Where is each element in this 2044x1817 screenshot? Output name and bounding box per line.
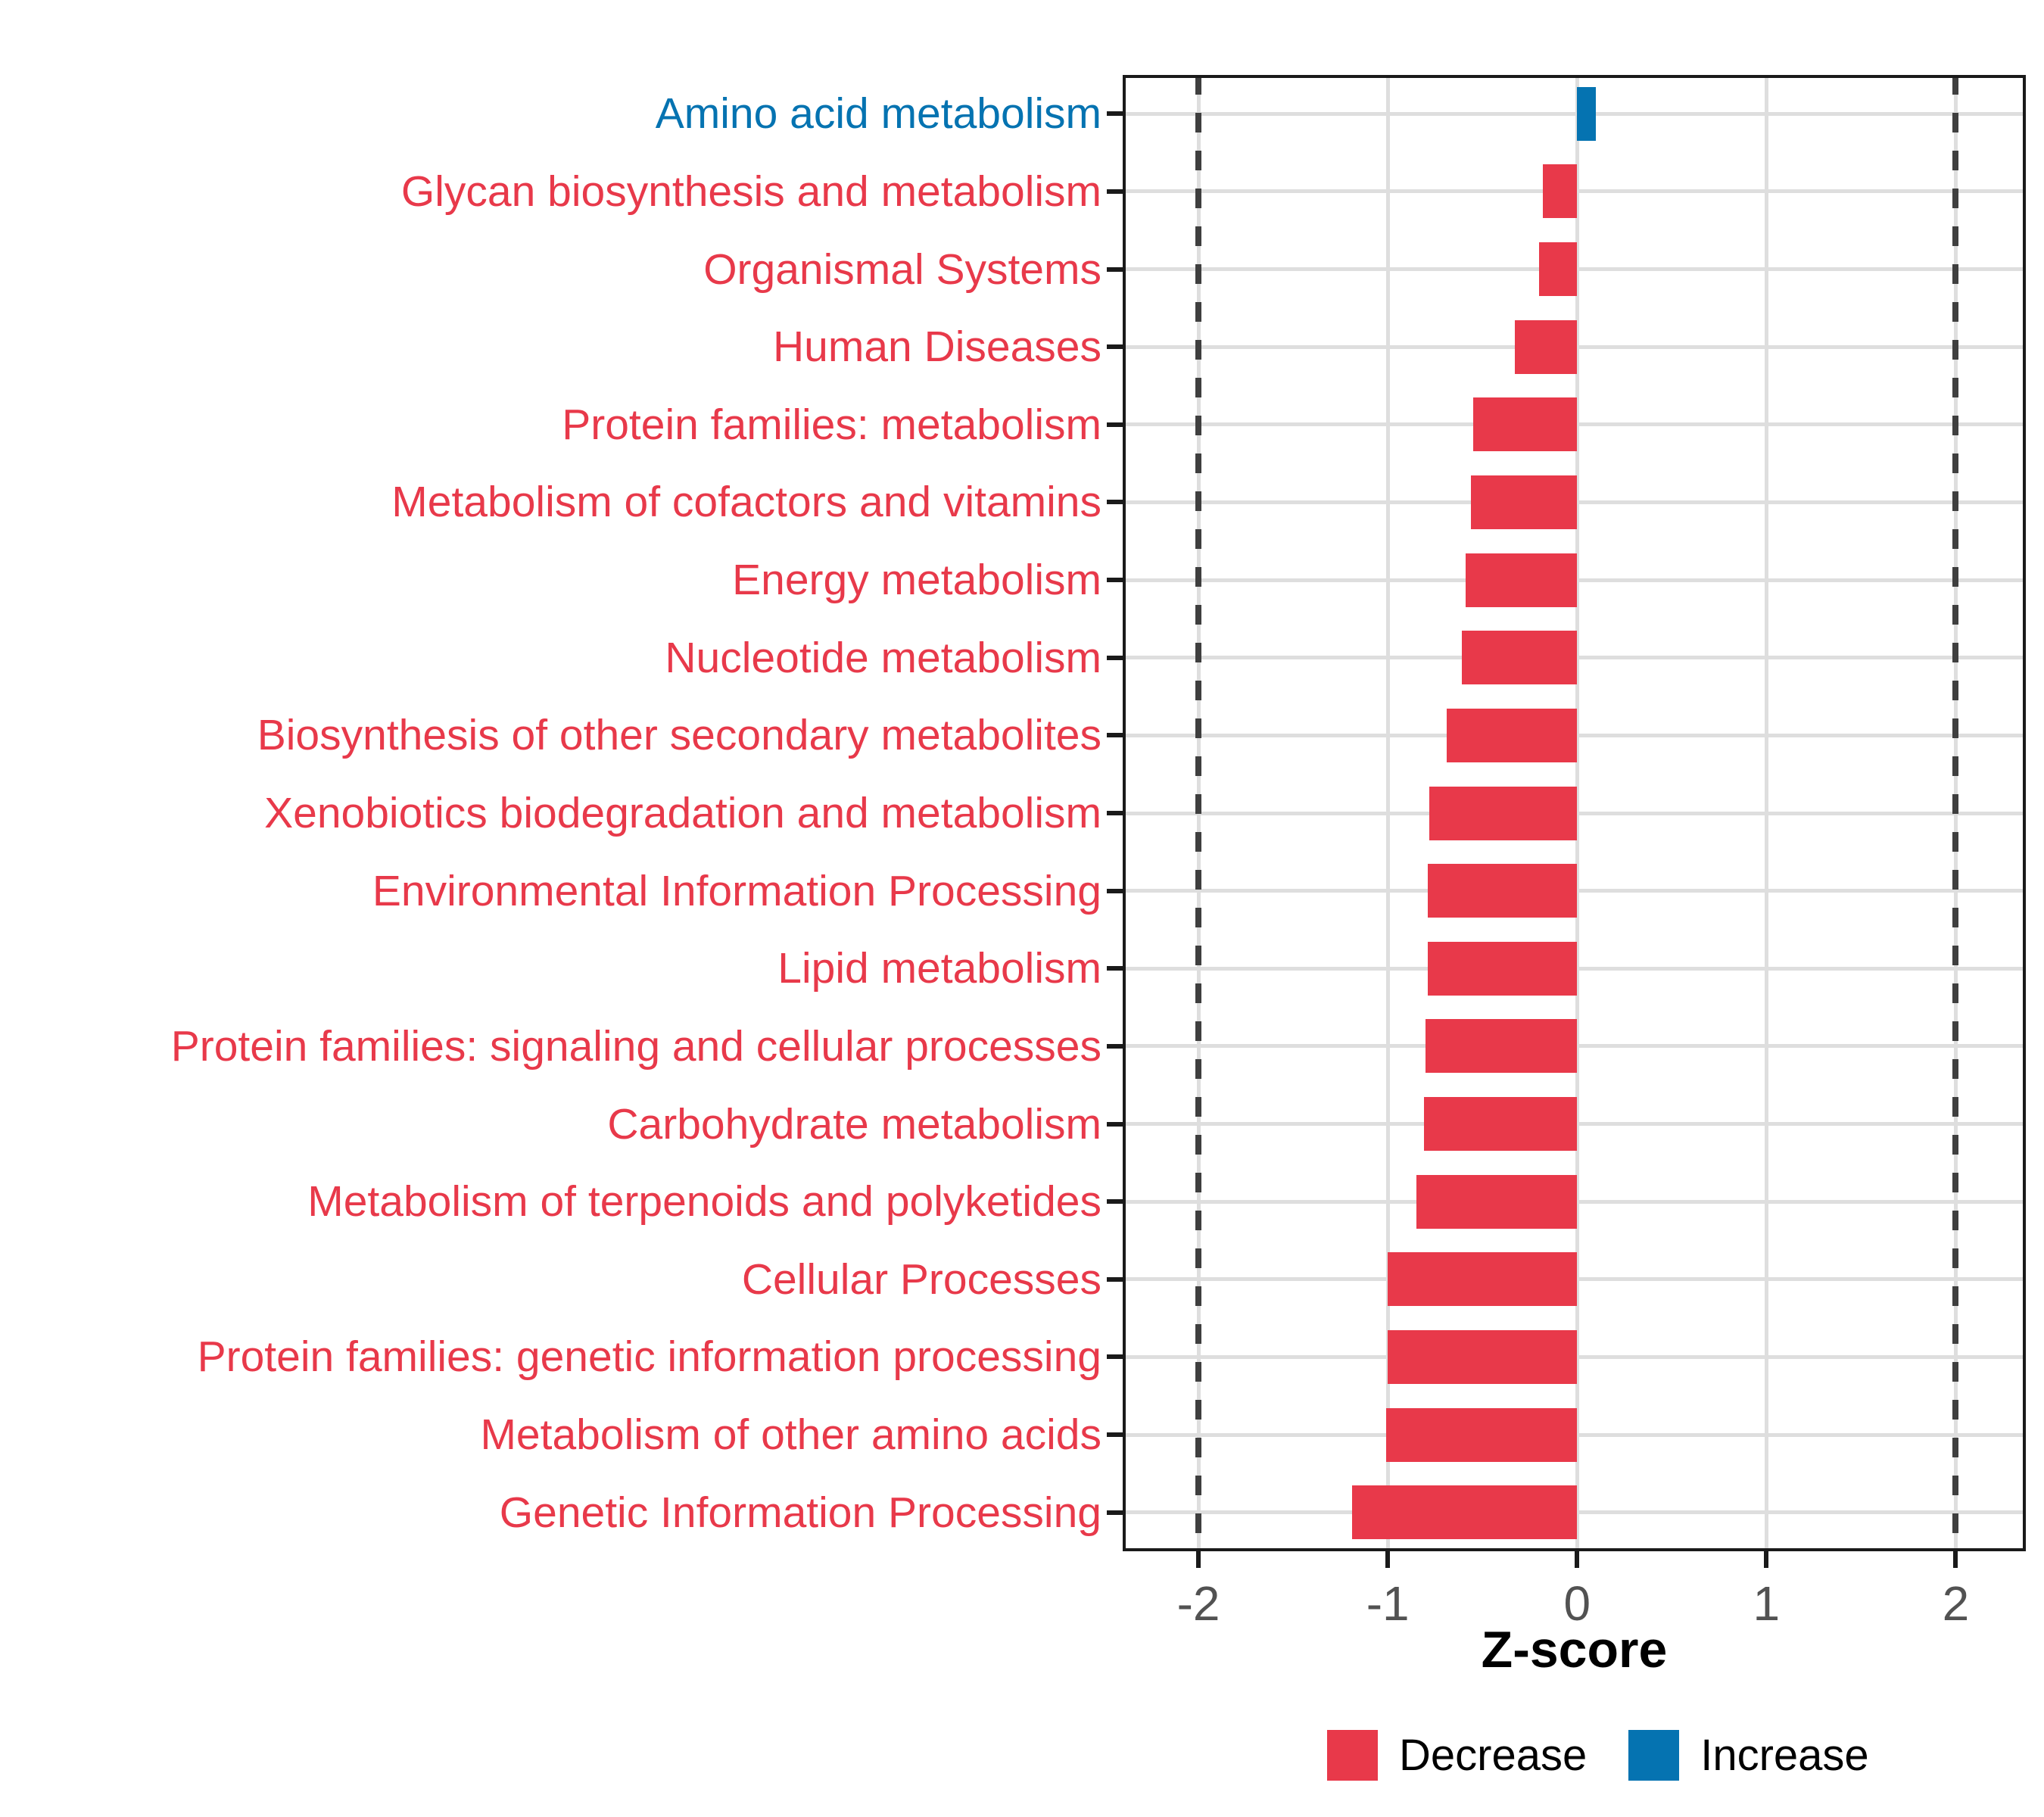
increase-legend-swatch [1628,1729,1680,1781]
y-axis-tick [1107,500,1123,505]
y-axis-tick [1107,344,1123,350]
x-axis-tick-label: -1 [1366,1576,1410,1631]
zscore-bar [1429,786,1578,840]
category-label: Protein families: metabolism [562,400,1101,449]
x-gridline [1385,75,1390,1551]
zscore-bar [1514,319,1578,374]
x-gridline [1764,75,1768,1551]
category-label: Carbohydrate metabolism [607,1099,1101,1148]
y-axis-tick [1107,422,1123,427]
category-label: Cellular Processes [741,1254,1101,1304]
y-axis-tick [1107,888,1123,893]
zscore-bar [1416,1174,1578,1229]
legend: Decrease Increase [1327,1728,1869,1781]
y-axis-tick [1107,733,1123,738]
category-label: Protein families: signaling and cellular… [170,1021,1101,1071]
category-label: Metabolism of other amino acids [480,1410,1101,1460]
zscore-bar [1465,553,1578,607]
legend-item-decrease: Decrease [1327,1729,1588,1781]
zscore-bar [1461,631,1578,685]
x-axis-tick-label: 2 [1942,1576,1970,1631]
zscore-bar [1543,164,1578,219]
y-axis-tick [1107,966,1123,971]
y-axis-tick [1107,1510,1123,1515]
x-axis-title: Z-score [1481,1621,1668,1678]
category-label: Genetic Information Processing [499,1488,1101,1537]
zscore-bar [1351,1485,1578,1540]
y-axis-tick [1107,1276,1123,1282]
category-label: Energy metabolism [732,556,1101,605]
category-label: Amino acid metabolism [655,89,1101,139]
category-label: Metabolism of terpenoids and polyketides [307,1177,1101,1226]
dashed-reference-line [1952,75,1959,1551]
category-label: Metabolism of cofactors and vitamins [391,478,1101,527]
y-axis-tick [1107,189,1123,194]
y-axis-tick [1107,266,1123,272]
zscore-bar [1426,1019,1578,1074]
zscore-bar [1577,86,1597,141]
y-axis-tick [1107,111,1123,117]
y-axis-tick [1107,578,1123,583]
increase-legend-label: Increase [1700,1730,1869,1780]
category-label: Environmental Information Processing [372,866,1101,915]
category-label: Lipid metabolism [777,944,1101,993]
x-axis-tick-label: -2 [1176,1576,1220,1631]
category-label: Protein families: genetic information pr… [197,1332,1101,1382]
x-axis-tick [1953,1551,1958,1568]
dashed-reference-line [1195,75,1202,1551]
zscore-bar [1427,941,1578,996]
x-axis-tick-label: 1 [1753,1576,1781,1631]
zscore-bar [1539,242,1578,297]
zscore-bar [1423,1097,1578,1152]
y-gridline [1123,111,2026,116]
category-label: Organismal Systems [703,245,1101,294]
category-label: Xenobiotics biodegradation and metabolis… [264,788,1101,837]
y-axis-tick [1107,655,1123,660]
zscore-bar [1446,708,1578,762]
legend-item-increase: Increase [1628,1729,1869,1781]
y-axis-tick [1107,811,1123,815]
y-axis-tick [1107,1432,1123,1438]
x-axis-tick [1575,1551,1580,1568]
decrease-legend-label: Decrease [1399,1730,1588,1780]
category-label: Glycan biosynthesis and metabolism [400,167,1101,216]
x-axis-tick [1385,1551,1391,1568]
category-label: Nucleotide metabolism [665,633,1101,682]
category-label: Biosynthesis of other secondary metaboli… [257,711,1101,760]
x-axis-tick [1196,1551,1201,1568]
decrease-legend-swatch [1327,1729,1378,1781]
zscore-bar [1472,397,1578,452]
zscore-bar [1471,475,1578,529]
x-axis-tick [1764,1551,1769,1568]
zscore-bar [1388,1329,1578,1384]
y-axis-tick [1107,1121,1123,1127]
y-axis-tick [1107,1199,1123,1205]
zscore-bar [1385,1407,1578,1462]
category-label: Human Diseases [772,323,1101,372]
x-gridline [1575,75,1579,1551]
zscore-bar [1388,1252,1578,1307]
x-axis-tick-label: 0 [1563,1576,1591,1631]
y-axis-tick [1107,1043,1123,1049]
zscore-bar [1427,864,1578,918]
y-axis-tick [1107,1354,1123,1360]
